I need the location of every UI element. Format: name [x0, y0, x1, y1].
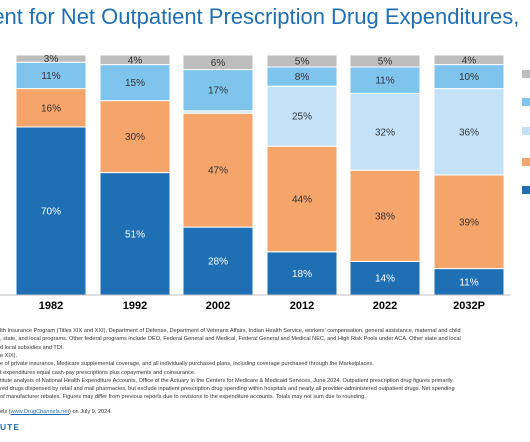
bar-segment-2032P-3 — [433, 64, 505, 90]
brand-text: UTE — [0, 422, 20, 432]
legend-swatch-1 — [522, 158, 530, 166]
chart-title-text: ment for Net Outpatient Prescription Dru… — [0, 4, 520, 29]
value-label-2012-1: 44% — [292, 195, 312, 206]
bar-segment-2002-4 — [182, 54, 254, 71]
bar-segment-1982-4 — [15, 54, 87, 63]
bar-segment-1992-4 — [99, 54, 171, 66]
value-label-2022-1: 38% — [375, 211, 395, 222]
value-label-2022-2: 32% — [375, 127, 395, 138]
value-label-1992-1: 30% — [125, 132, 145, 143]
x-tick-labels: 1982 1992 2002 2012 2022 2032P — [39, 300, 485, 310]
value-label-1982-4: 3% — [44, 54, 59, 65]
value-label-1992-0: 51% — [125, 229, 145, 240]
bar-segment-2022-4 — [349, 54, 421, 68]
bar-segment-2022-2 — [349, 92, 421, 171]
value-label-1992-4: 4% — [128, 55, 143, 66]
bar-segment-1992-1 — [99, 100, 171, 174]
stacked-bar-chart: 70%16%11%3%51%30%15%4%28%47%1%17%6%18%44… — [0, 54, 510, 310]
value-label-2002-4: 6% — [211, 58, 226, 69]
value-label-2002-0: 28% — [208, 257, 228, 268]
bar-segment-2032P-2 — [433, 88, 505, 176]
value-label-1982-1: 16% — [41, 103, 61, 114]
footnote-line-3: e XIX). — [0, 352, 18, 359]
value-label-2002-3: 17% — [208, 86, 228, 97]
bar-segment-2012-4 — [266, 54, 338, 68]
footnote-line-0: lth Insurance Program (Titles XIX and XX… — [0, 328, 461, 334]
value-label-2032P-0: 11% — [459, 277, 478, 288]
bar-segment-2002-1 — [182, 112, 254, 228]
value-label-2032P-4: 4% — [462, 55, 477, 66]
footnote-line-8: of manufacturer rebates. Figures may dif… — [0, 394, 366, 401]
chart-title: ment for Net Outpatient Prescription Dru… — [0, 0, 530, 44]
bar-segment-2032P-4 — [433, 54, 505, 66]
value-label-2032P-3: 10% — [459, 72, 479, 83]
value-label-2012-0: 18% — [292, 269, 312, 280]
value-label-2022-3: 11% — [375, 76, 394, 87]
value-label-2032P-1: 39% — [459, 217, 479, 228]
value-label-2032P-2: 36% — [459, 127, 479, 138]
bar-segment-2012-0 — [266, 251, 338, 296]
value-label-2022-4: 5% — [378, 57, 393, 68]
bar-segment-1982-3 — [15, 61, 87, 90]
source-prefix: els ( — [0, 409, 11, 415]
x-tick-label-1982: 1982 — [39, 300, 63, 310]
legend-swatch-0 — [522, 186, 530, 194]
legend-swatch-3 — [522, 98, 530, 106]
x-tick-label-2022: 2022 — [373, 300, 397, 310]
value-label-2012-4: 5% — [295, 57, 310, 68]
bars-group: 70%16%11%3%51%30%15%4%28%47%1%17%6%18%44… — [15, 54, 505, 296]
source-line: els (www.DrugChannels.net) on July 9, 20… — [0, 409, 112, 415]
value-label-2022-0: 14% — [375, 274, 395, 285]
x-tick-label-1992: 1992 — [123, 300, 147, 310]
footnote-line-7: red drugs dispensed by retail and mail p… — [0, 386, 455, 393]
value-label-2012-3: 8% — [295, 72, 310, 83]
footnote-line-1: , state, and local programs. Other feder… — [0, 336, 461, 343]
bar-segment-2022-1 — [349, 169, 421, 262]
bar-segment-2012-2 — [266, 85, 338, 147]
x-tick-label-2012: 2012 — [290, 300, 314, 310]
footnote-line-6: titute analysis of National Health Expen… — [0, 377, 453, 384]
x-tick-label-2002: 2002 — [206, 300, 230, 310]
value-label-1982-0: 70% — [41, 207, 61, 218]
footnote-line-2: d local subsidies and TDI. — [0, 344, 64, 351]
footnote-line-5: t expenditures equal cash-pay prescripti… — [0, 369, 196, 376]
legend-swatch-4 — [522, 70, 530, 78]
value-label-1982-3: 11% — [41, 71, 60, 82]
bar-segment-2022-0 — [349, 260, 421, 296]
x-tick-label-2032P: 2032P — [453, 300, 485, 310]
bar-segment-2012-1 — [266, 145, 338, 253]
bar-segment-2022-3 — [349, 66, 421, 94]
source-suffix: ) on July 9, 2024. — [69, 409, 112, 415]
bar-segment-2032P-1 — [433, 174, 505, 270]
bar-segment-1982-0 — [15, 126, 87, 296]
legend-swatch-2 — [522, 127, 530, 135]
value-label-2012-2: 25% — [292, 112, 312, 123]
footnote-line-4: e of private insurance, Medicare supplem… — [0, 361, 374, 368]
source-link[interactable]: www.DrugChannels.net — [10, 409, 70, 415]
value-label-1992-3: 15% — [125, 78, 145, 89]
value-label-2002-1: 47% — [208, 166, 228, 177]
